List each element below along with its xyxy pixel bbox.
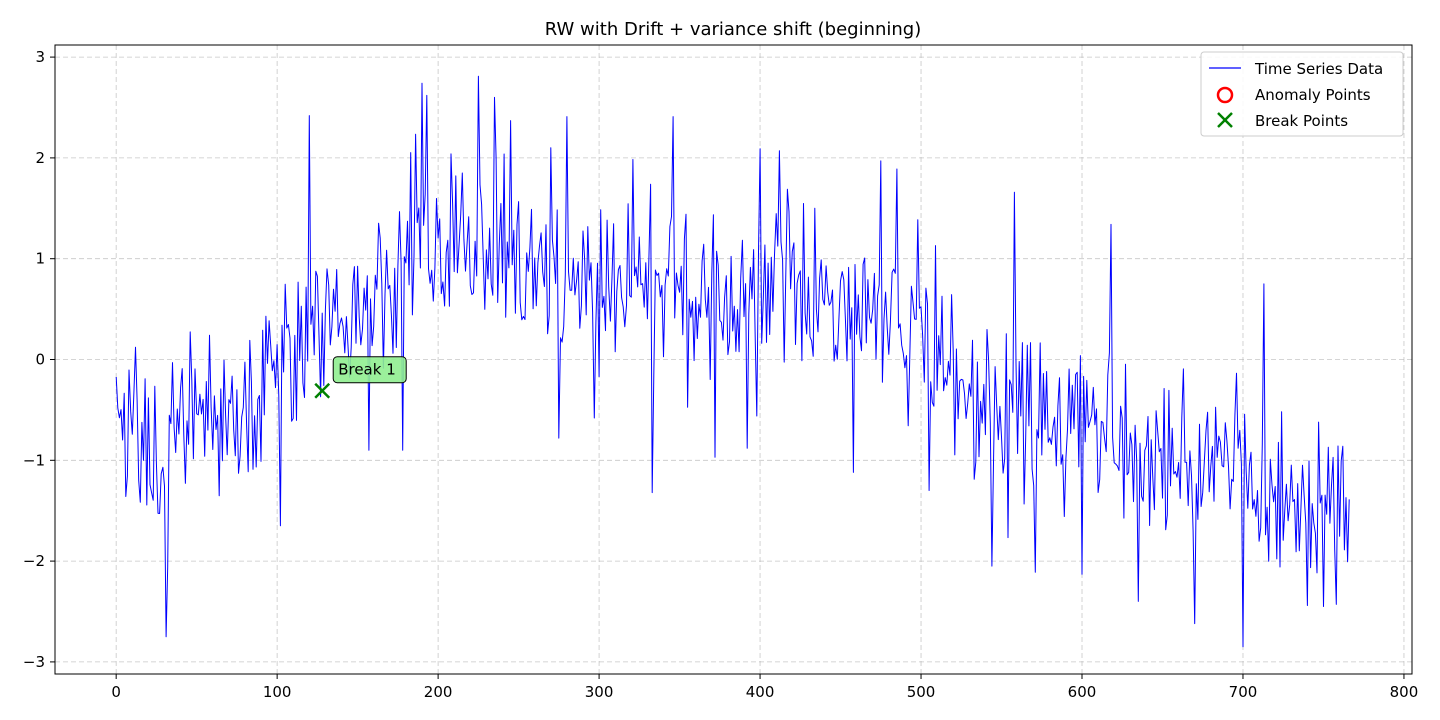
- y-tick-label: 1: [35, 250, 45, 268]
- legend-box: [1200, 51, 1404, 137]
- x-tick-label: 500: [907, 683, 936, 701]
- x-tick-label: 0: [111, 683, 121, 701]
- break-point-marker: [314, 382, 331, 399]
- markers: Break 1: [314, 356, 407, 399]
- anomaly-marker-icon: [1216, 86, 1234, 104]
- y-tick-label: −2: [23, 552, 45, 570]
- break-annotation-label: Break 1: [338, 361, 396, 379]
- axes-frame: [54, 44, 1413, 675]
- axis-ticks: 0 100 200 300 400 500 600 700 800 −3 −2 −1 0 1 2 3: [23, 48, 1418, 701]
- y-tick-label: 0: [35, 351, 45, 369]
- x-tick-label: 600: [1068, 683, 1097, 701]
- break-marker-icon: [1217, 112, 1233, 128]
- series-line: [115, 75, 1350, 648]
- legend-label-break: Break Points: [1255, 112, 1348, 130]
- legend: Time Series Data Anomaly Points Break Po…: [1200, 51, 1404, 137]
- plot-area: [115, 75, 1350, 648]
- x-tick-label: 200: [424, 683, 453, 701]
- y-tick-label: 3: [35, 48, 45, 66]
- x-tick-label: 100: [263, 683, 292, 701]
- grid: [55, 45, 1412, 674]
- y-tick-label: −1: [23, 451, 45, 469]
- x-tick-label: 300: [585, 683, 614, 701]
- x-tick-label: 700: [1229, 683, 1258, 701]
- legend-label-series: Time Series Data: [1254, 60, 1383, 78]
- x-tick-label: 800: [1390, 683, 1419, 701]
- break-annotation-box: [332, 356, 407, 384]
- legend-label-anomaly: Anomaly Points: [1255, 86, 1371, 104]
- y-tick-label: −3: [23, 653, 45, 671]
- x-tick-label: 400: [746, 683, 775, 701]
- chart-title: RW with Drift + variance shift (beginnin…: [545, 19, 922, 40]
- y-tick-label: 2: [35, 149, 45, 167]
